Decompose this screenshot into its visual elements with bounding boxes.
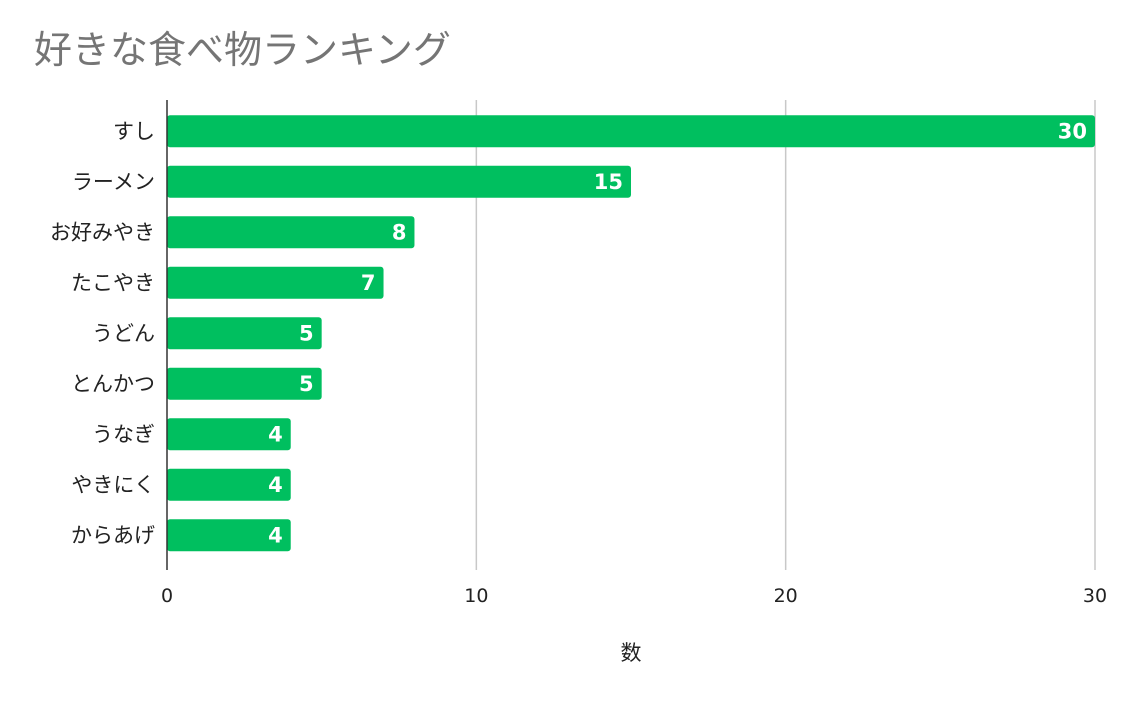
bars: 30 すし 15 ラーメン 8 お好みやき 7 たこやき 5 うどん 5 とんかつ 4 うなぎ 4 やきにく 4…	[50, 115, 1095, 552]
bar	[167, 418, 291, 451]
bar-value-label: 7	[361, 271, 376, 295]
bar	[167, 317, 322, 350]
bar	[167, 216, 415, 249]
x-tick-labels: 0 10 20 30	[161, 585, 1107, 607]
bar	[167, 468, 291, 501]
category-label: とんかつ	[71, 372, 155, 396]
x-axis-title: 数	[621, 641, 642, 665]
bar-value-label: 4	[268, 473, 283, 497]
bar-value-label: 4	[268, 422, 283, 446]
bar	[167, 266, 384, 299]
bar	[167, 519, 291, 552]
x-tick-label: 30	[1083, 585, 1107, 607]
bar-value-label: 4	[268, 523, 283, 547]
bar-value-label: 30	[1058, 119, 1087, 143]
x-tick-label: 20	[774, 585, 798, 607]
bar-value-label: 5	[299, 372, 314, 396]
category-label: お好みやき	[50, 220, 155, 244]
category-label: たこやき	[71, 271, 155, 295]
chart-title: 好きな食べ物ランキング	[34, 28, 451, 72]
bar	[167, 165, 631, 198]
category-label: すし	[113, 119, 155, 143]
bar-value-label: 5	[299, 321, 314, 345]
category-label: からあげ	[71, 523, 155, 547]
category-label: ラーメン	[72, 170, 155, 194]
bar-value-label: 8	[392, 220, 407, 244]
category-label: うどん	[92, 321, 155, 345]
category-label: やきにく	[71, 473, 155, 497]
x-tick-label: 10	[464, 585, 488, 607]
bar-value-label: 15	[594, 170, 623, 194]
category-label: うなぎ	[92, 422, 155, 446]
bar	[167, 367, 322, 400]
x-tick-label: 0	[161, 585, 173, 607]
bar	[167, 115, 1095, 148]
